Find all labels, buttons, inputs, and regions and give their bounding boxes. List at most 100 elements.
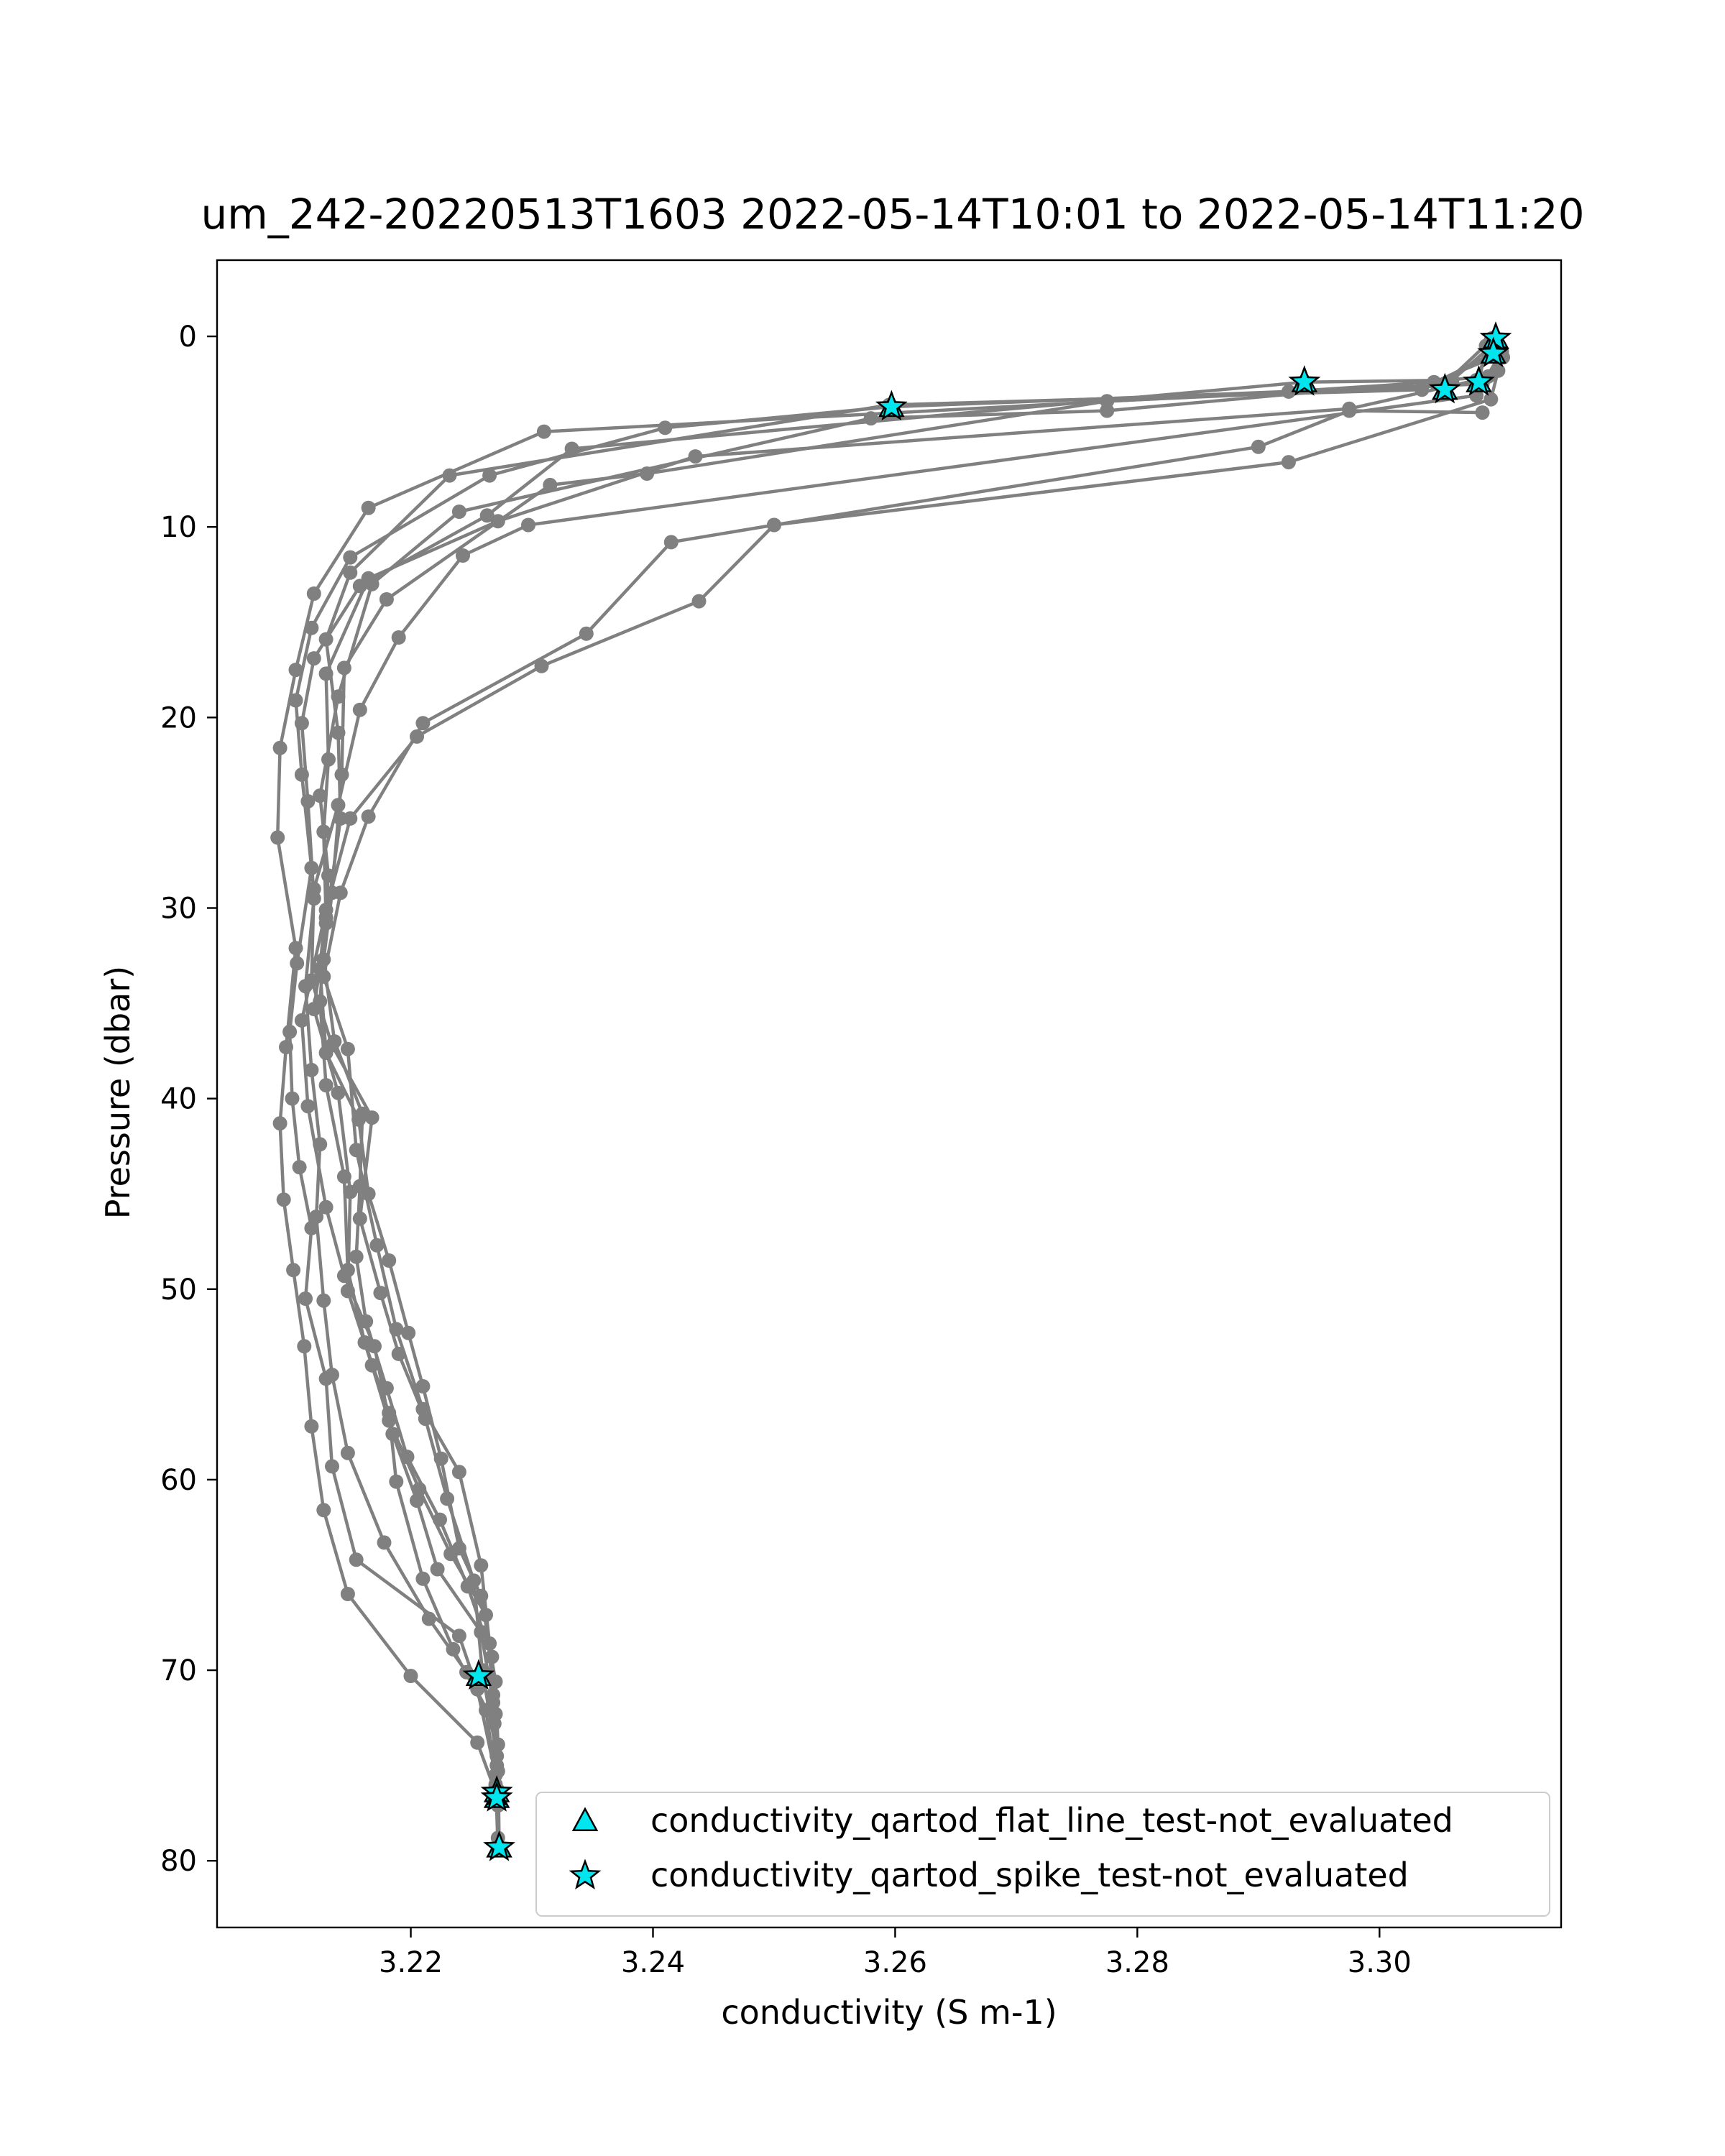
profile-point — [364, 576, 380, 591]
profile-point — [318, 1199, 334, 1215]
profile-point — [294, 1013, 309, 1028]
profile-point — [340, 1445, 355, 1460]
x-tick-label: 3.28 — [1105, 1946, 1169, 1979]
y-tick-label: 40 — [160, 1083, 197, 1116]
profile-point — [389, 1322, 404, 1337]
profile-point — [1342, 403, 1357, 418]
plot-area — [270, 321, 1512, 1861]
profile-point — [298, 1291, 313, 1306]
profile-point — [691, 594, 707, 609]
profile-point — [364, 1358, 380, 1373]
profile-point — [490, 1764, 505, 1779]
profile-point — [379, 592, 394, 607]
profile-point — [430, 1562, 445, 1577]
profile-point — [306, 651, 321, 666]
profile-point — [313, 788, 328, 803]
x-axis-label: conductivity (S m-1) — [721, 1993, 1057, 2032]
profile-point — [270, 830, 285, 845]
profile-point — [474, 1558, 489, 1573]
profile-point — [486, 1687, 501, 1703]
profile-point — [340, 1041, 355, 1056]
profile-point — [403, 1669, 418, 1683]
profile-point — [364, 1110, 380, 1125]
y-tick-label: 30 — [160, 892, 197, 925]
profile-point — [309, 1210, 324, 1224]
profile-point — [446, 1641, 461, 1657]
profile-point — [318, 1078, 334, 1093]
profile-point — [410, 1493, 424, 1508]
profile-point — [1281, 455, 1296, 470]
profile-point — [331, 798, 346, 813]
profile-point — [316, 1293, 331, 1308]
profile-point — [325, 1459, 339, 1474]
profile-point — [410, 729, 424, 744]
profile-point — [297, 1339, 312, 1354]
profile-series-10 — [294, 363, 1506, 1779]
profile-point — [1484, 392, 1499, 407]
spike-flag-markers — [462, 321, 1512, 1861]
profile-point — [442, 468, 457, 483]
profile-series-9 — [316, 403, 1490, 1813]
legend-frame — [535, 1792, 1550, 1917]
spike-flag-marker — [875, 390, 908, 421]
profile-point — [369, 1238, 385, 1253]
spike-flag-marker — [480, 1781, 513, 1812]
profile-point — [1251, 439, 1266, 454]
spike-flag-marker — [1477, 336, 1510, 368]
profile-point — [361, 500, 376, 515]
profile-point — [306, 882, 321, 896]
profile-point — [391, 630, 406, 645]
profile-point — [767, 517, 781, 533]
x-tick-label: 3.26 — [863, 1946, 927, 1979]
profile-point — [415, 1401, 431, 1416]
y-tick-label: 0 — [179, 321, 197, 354]
y-tick-label: 50 — [160, 1273, 197, 1307]
profile-point — [318, 903, 334, 918]
y-tick-label: 80 — [160, 1845, 197, 1878]
profile-point — [377, 1535, 392, 1550]
profile-point — [331, 689, 346, 704]
plot-frame — [216, 259, 1563, 1929]
profile-point — [331, 1085, 346, 1100]
profile-point — [343, 811, 358, 826]
profile-point — [290, 956, 305, 971]
profile-point — [282, 1024, 298, 1039]
profile-point — [306, 1002, 321, 1016]
profile-point — [415, 716, 431, 731]
profile-point — [863, 411, 878, 426]
profile-point — [564, 441, 579, 456]
profile-point — [288, 663, 303, 678]
spike-flag-marker — [1428, 372, 1461, 404]
profile-point — [579, 626, 594, 641]
spike-flag-marker — [1288, 365, 1321, 396]
chart-title: um_242-20220513T1603 2022-05-14T10:01 to… — [201, 190, 1585, 239]
profile-point — [382, 1253, 397, 1268]
y-tick-label: 60 — [160, 1464, 197, 1497]
profile-point — [304, 1062, 319, 1077]
profile-point — [349, 1143, 364, 1158]
profile-point — [1475, 405, 1490, 420]
profile-point — [443, 1547, 459, 1562]
profile-point — [440, 1491, 455, 1506]
profile-point — [276, 1192, 291, 1207]
profile-point — [451, 1465, 466, 1480]
x-tick-label: 3.22 — [379, 1946, 443, 1979]
profile-point — [286, 1263, 301, 1278]
profile-point — [285, 1091, 300, 1106]
spike-flag-marker — [462, 1659, 495, 1690]
legend-entry-flat-line: conductivity_qartod_flat_line_test-not_e… — [650, 1801, 1453, 1840]
profile-point — [325, 1368, 339, 1383]
profile-point — [479, 508, 494, 523]
profile-point — [336, 1268, 351, 1284]
profile-point — [361, 809, 376, 824]
profile-line — [275, 339, 1500, 1793]
profile-point — [304, 1419, 319, 1434]
profile-point — [294, 716, 309, 731]
profile-point — [316, 969, 331, 984]
profile-point — [343, 1184, 358, 1199]
profile-point — [373, 1286, 388, 1301]
profile-point — [343, 550, 358, 565]
profile-point — [306, 586, 321, 601]
profile-point — [456, 548, 470, 563]
profile-point — [658, 420, 673, 436]
